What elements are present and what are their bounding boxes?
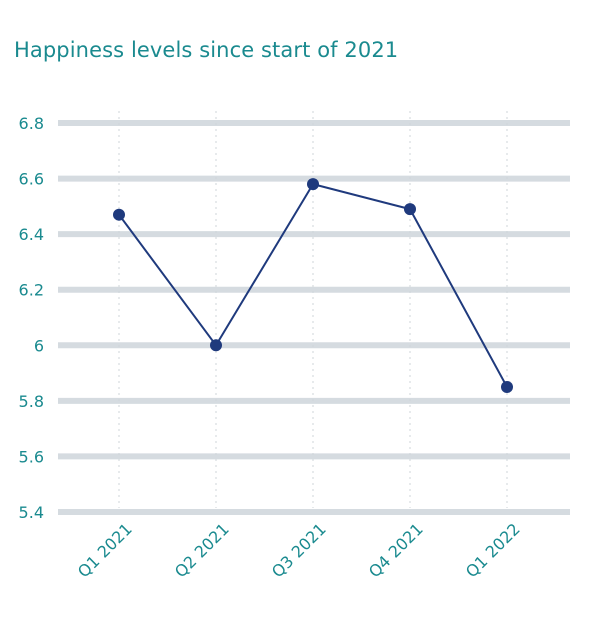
data-point bbox=[404, 203, 416, 216]
x-tick-label: Q3 2021 bbox=[268, 519, 330, 581]
data-point bbox=[307, 178, 319, 191]
y-tick-label: 5.4 bbox=[19, 503, 44, 522]
y-tick-label: 6.8 bbox=[19, 114, 44, 133]
chart-title: Happiness levels since start of 2021 bbox=[14, 38, 399, 62]
x-tick-label: Q4 2021 bbox=[365, 519, 427, 581]
y-tick-label: 6 bbox=[34, 336, 44, 355]
data-point bbox=[113, 208, 125, 221]
y-tick-label: 5.6 bbox=[19, 447, 44, 466]
x-tick-label: Q1 2021 bbox=[74, 519, 136, 581]
x-tick-label: Q1 2022 bbox=[462, 519, 524, 581]
y-tick-label: 6.2 bbox=[19, 281, 44, 300]
y-tick-label: 5.8 bbox=[19, 392, 44, 411]
y-tick-label: 6.6 bbox=[19, 170, 44, 189]
x-tick-label: Q2 2021 bbox=[171, 519, 233, 581]
x-axis-tick-labels: Q1 2021 Q2 2021 Q3 2021 Q4 2021 Q1 2022 bbox=[74, 519, 524, 581]
series-points bbox=[113, 178, 513, 393]
data-point bbox=[210, 339, 222, 352]
y-tick-label: 6.4 bbox=[19, 225, 44, 244]
vertical-gridlines bbox=[118, 111, 508, 508]
y-axis-tick-labels: 6.8 6.6 6.4 6.2 6 5.8 5.6 5.4 bbox=[19, 114, 44, 522]
data-point bbox=[501, 380, 513, 393]
